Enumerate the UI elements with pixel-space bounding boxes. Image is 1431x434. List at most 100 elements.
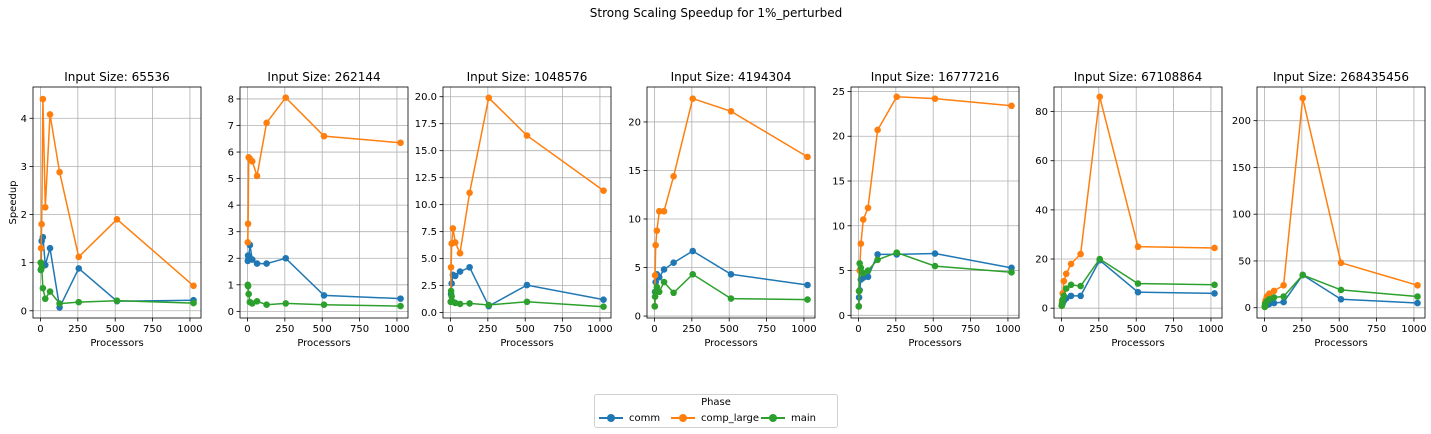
data-point-comp-large bbox=[449, 225, 457, 232]
subplot-title: Input Size: 268435456 bbox=[1273, 70, 1409, 84]
data-point-comp-large bbox=[857, 240, 865, 247]
x-tick-label: 250 bbox=[275, 324, 294, 335]
series-line-comp-large bbox=[1061, 96, 1215, 306]
data-point-comp-large bbox=[39, 95, 47, 103]
data-point-comp-large bbox=[397, 139, 404, 147]
data-point-comm bbox=[689, 247, 697, 255]
series-line-comm bbox=[247, 244, 401, 300]
data-point-main bbox=[651, 303, 659, 310]
data-point-comp-large bbox=[1077, 250, 1084, 258]
data-point-comp-large bbox=[1067, 260, 1075, 268]
data-point-comp-large bbox=[75, 253, 83, 261]
data-point-comp-large bbox=[1280, 281, 1287, 289]
data-point-main bbox=[1270, 294, 1278, 301]
x-tick-label: 750 bbox=[143, 324, 162, 335]
series-line-comp-large bbox=[858, 96, 1012, 307]
y-tick-label: 2 bbox=[228, 254, 234, 265]
y-tick-label: 4 bbox=[228, 201, 234, 212]
subplot-7: 0 250 500 750 1000 0 50 100 150 200 Input Size: 26… bbox=[1232, 70, 1427, 349]
data-point-main bbox=[190, 299, 197, 307]
y-tick-label: 0 bbox=[1042, 304, 1048, 315]
x-axis-label: Processors bbox=[1111, 338, 1164, 349]
subplot-4: 0 250 500 750 1000 0 5 10 15 20 Input Size: 419430… bbox=[628, 70, 816, 349]
x-tick-label: 250 bbox=[682, 324, 701, 335]
y-tick-label: 50 bbox=[1238, 256, 1251, 267]
data-point-comp-large bbox=[670, 172, 677, 180]
data-point-comm bbox=[466, 263, 473, 271]
subplot-5: 0 250 500 750 1000 0 5 10 15 20 25 Input Size: 1677… bbox=[832, 70, 1020, 349]
data-point-comp-large bbox=[447, 263, 455, 271]
data-point-comm bbox=[864, 273, 872, 281]
series-line-comp-large bbox=[40, 98, 194, 287]
y-tick-label: 20 bbox=[628, 117, 641, 128]
x-tick-label: 750 bbox=[350, 324, 369, 335]
data-point-comp-large bbox=[1062, 270, 1070, 278]
data-point-comp-large bbox=[600, 187, 607, 194]
data-point-comm bbox=[456, 268, 464, 275]
data-point-comm bbox=[46, 244, 54, 252]
data-point-comp-large bbox=[653, 227, 661, 234]
y-tick-label: 10 bbox=[628, 215, 641, 226]
x-tick-label: 250 bbox=[68, 324, 87, 335]
y-tick-label: 20.0 bbox=[415, 92, 437, 103]
legend-entry-comp-large: comp_large bbox=[671, 411, 759, 425]
y-tick-label: 2.5 bbox=[421, 281, 437, 292]
axes-frame bbox=[1256, 86, 1426, 319]
x-axis-label: Processors bbox=[90, 338, 143, 349]
data-point-comp-large bbox=[282, 94, 290, 101]
data-point-main bbox=[1077, 282, 1084, 290]
data-point-comp-large bbox=[38, 220, 45, 228]
data-point-main bbox=[1134, 280, 1142, 287]
series-line-comp-large bbox=[247, 96, 401, 243]
x-tick-label: 0 bbox=[651, 324, 657, 335]
x-axis-label: Processors bbox=[1314, 338, 1367, 349]
data-point-comm bbox=[1134, 288, 1142, 296]
y-tick-label: 100 bbox=[1232, 210, 1251, 221]
data-point-comp-large bbox=[248, 158, 256, 165]
y-tick-label: 2 bbox=[21, 210, 27, 221]
data-point-main bbox=[466, 300, 473, 307]
y-tick-label: 25 bbox=[832, 87, 845, 98]
series-line-comp-large bbox=[450, 96, 604, 302]
data-point-comm bbox=[263, 260, 270, 267]
data-point-comp-large bbox=[1299, 94, 1307, 102]
x-tick-label: 0 bbox=[447, 324, 453, 335]
y-tick-label: 0 bbox=[228, 307, 234, 318]
data-point-main bbox=[282, 300, 290, 307]
x-axis-label: Processors bbox=[908, 338, 961, 349]
data-point-main bbox=[1096, 255, 1104, 263]
data-point-main bbox=[1008, 269, 1015, 276]
data-point-comm bbox=[1270, 299, 1278, 307]
x-tick-label: 1000 bbox=[1198, 324, 1223, 335]
legend: Phase comm comp_large main bbox=[594, 394, 838, 428]
data-point-main bbox=[600, 303, 607, 310]
data-point-main bbox=[448, 293, 455, 300]
y-tick-label: 8 bbox=[228, 94, 234, 105]
x-tick-label: 250 bbox=[478, 324, 497, 335]
data-point-comp-large bbox=[655, 207, 663, 215]
series-line-comp-large bbox=[1264, 98, 1418, 307]
data-point-main bbox=[447, 287, 455, 295]
y-tick-label: 12.5 bbox=[415, 173, 437, 184]
data-point-comm bbox=[451, 272, 459, 280]
x-tick-label: 1000 bbox=[587, 324, 612, 335]
x-tick-label: 0 bbox=[37, 324, 43, 335]
data-point-main bbox=[75, 298, 83, 306]
data-point-main bbox=[1211, 281, 1218, 289]
data-point-main bbox=[39, 284, 47, 292]
subplot-1: 0 250 500 750 1000 0 1 2 3 4 Input Size: 65536 Proc… bbox=[8, 70, 203, 349]
data-point-comm bbox=[660, 266, 668, 273]
data-point-comm bbox=[1077, 292, 1084, 300]
data-point-main bbox=[320, 301, 328, 309]
data-point-main bbox=[874, 256, 881, 264]
y-tick-label: 20 bbox=[1035, 255, 1048, 266]
x-tick-label: 500 bbox=[106, 324, 125, 335]
x-tick-label: 750 bbox=[1367, 324, 1386, 335]
data-point-comp-large bbox=[1337, 259, 1345, 267]
data-point-comm bbox=[39, 233, 47, 241]
legend-swatch-comm bbox=[599, 412, 623, 424]
axes-frame bbox=[442, 86, 612, 319]
x-tick-label: 500 bbox=[313, 324, 332, 335]
